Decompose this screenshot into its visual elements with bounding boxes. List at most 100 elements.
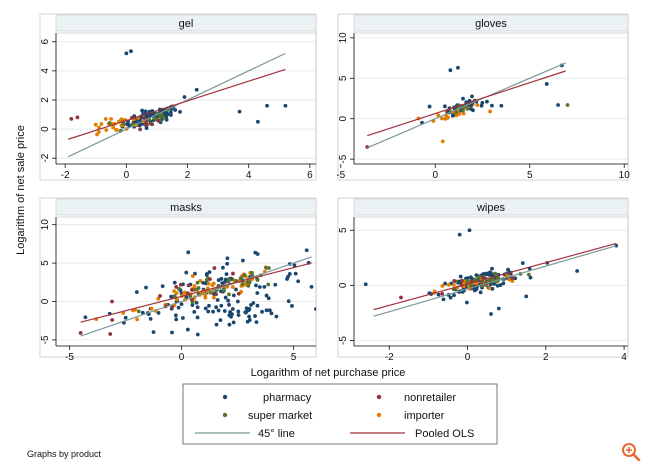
- point-super-market: [240, 282, 245, 286]
- point-pharmacy: [264, 293, 269, 298]
- point-pharmacy: [556, 103, 560, 107]
- point-pharmacy: [181, 316, 185, 320]
- point-pharmacy: [489, 312, 493, 316]
- point-pharmacy: [123, 315, 128, 320]
- point-nonretailer: [170, 305, 175, 310]
- point-pharmacy: [257, 285, 262, 289]
- point-pharmacy: [478, 290, 483, 295]
- point-pharmacy: [226, 298, 231, 303]
- point-pharmacy: [304, 248, 309, 253]
- legend-label-super-market: super market: [248, 410, 312, 422]
- point-super-market: [238, 276, 243, 281]
- point-super-market: [477, 274, 482, 279]
- point-pharmacy: [219, 303, 224, 308]
- point-pharmacy: [461, 96, 465, 101]
- point-pharmacy: [151, 330, 156, 335]
- y-tick-label: 5: [338, 75, 349, 81]
- point-pharmacy: [544, 82, 549, 86]
- x-tick-label: 5: [527, 170, 533, 181]
- point-pharmacy: [164, 117, 169, 122]
- point-pharmacy: [144, 285, 148, 290]
- point-importer: [174, 291, 179, 295]
- point-pharmacy: [253, 314, 257, 318]
- point-nonretailer: [460, 278, 464, 283]
- point-pharmacy: [207, 303, 211, 308]
- point-importer: [212, 295, 216, 300]
- zoom-icon[interactable]: [620, 441, 642, 463]
- x-tick-label: 2: [543, 352, 549, 363]
- legend-marker-nonretailer: [376, 394, 382, 400]
- point-pharmacy: [219, 289, 223, 294]
- point-importer: [198, 278, 203, 283]
- point-pharmacy: [215, 298, 220, 302]
- point-nonretailer: [236, 291, 241, 296]
- x-tick-label: 0: [465, 352, 471, 363]
- point-super-market: [121, 121, 126, 126]
- graphs-by-note: Graphs by product: [27, 449, 102, 459]
- line-45-degree: [373, 245, 617, 317]
- point-importer: [104, 128, 109, 132]
- point-super-market: [196, 286, 201, 290]
- point-importer: [440, 284, 445, 288]
- panel-title-strip: [353, 14, 629, 32]
- point-pharmacy: [231, 320, 236, 325]
- point-pharmacy: [309, 284, 314, 289]
- x-tick-label: 10: [619, 170, 631, 181]
- point-importer: [103, 117, 108, 121]
- point-pharmacy: [224, 272, 229, 277]
- point-super-market: [172, 293, 177, 298]
- point-super-market: [152, 116, 157, 121]
- point-pharmacy: [264, 308, 269, 313]
- point-importer: [203, 294, 208, 299]
- point-pharmacy: [528, 275, 533, 280]
- point-pharmacy: [194, 87, 199, 92]
- point-pharmacy: [222, 309, 227, 313]
- point-nonretailer: [69, 116, 74, 121]
- panel-masks: masks -5 0 5 10 -5 0 5: [39, 197, 317, 363]
- point-super-market: [247, 280, 252, 285]
- point-pharmacy: [230, 307, 235, 311]
- point-pharmacy: [255, 303, 260, 308]
- point-nonretailer: [145, 122, 149, 127]
- point-super-market: [454, 110, 459, 115]
- point-pharmacy: [499, 103, 504, 108]
- point-importer: [230, 285, 235, 289]
- y-tick-label: 10: [338, 32, 349, 44]
- point-pharmacy: [443, 281, 448, 286]
- panel-title-strip: [55, 198, 317, 216]
- point-pharmacy: [456, 65, 460, 70]
- point-pharmacy: [206, 309, 211, 314]
- point-pharmacy: [255, 119, 260, 124]
- point-pharmacy: [290, 304, 294, 308]
- point-pharmacy: [225, 256, 230, 261]
- point-super-market: [242, 273, 247, 278]
- point-pharmacy: [283, 103, 288, 108]
- point-importer: [446, 282, 451, 287]
- point-pharmacy: [218, 318, 223, 323]
- y-tick-label: 5: [338, 227, 349, 233]
- point-pharmacy: [172, 280, 177, 285]
- point-importer: [206, 281, 211, 286]
- point-pharmacy: [481, 272, 486, 276]
- point-pharmacy: [182, 95, 187, 99]
- point-pharmacy: [265, 103, 269, 108]
- point-pharmacy: [296, 279, 301, 284]
- point-pharmacy: [195, 332, 200, 337]
- point-pharmacy: [173, 313, 178, 318]
- point-importer: [135, 317, 140, 322]
- point-pharmacy: [269, 311, 274, 316]
- point-pharmacy: [448, 68, 453, 73]
- point-nonretailer: [481, 275, 486, 280]
- x-tick-label: 5: [291, 352, 297, 363]
- point-pharmacy: [147, 113, 152, 118]
- line-pooled-ols: [373, 242, 617, 311]
- point-nonretailer: [78, 331, 83, 335]
- line-45-degree: [80, 256, 312, 337]
- point-pharmacy: [293, 271, 298, 276]
- point-pharmacy: [236, 313, 241, 317]
- point-pharmacy: [469, 275, 473, 280]
- line-pooled-ols: [80, 262, 312, 323]
- point-importer: [190, 274, 195, 279]
- y-tick-label: -2: [40, 153, 51, 162]
- point-pharmacy: [203, 306, 208, 311]
